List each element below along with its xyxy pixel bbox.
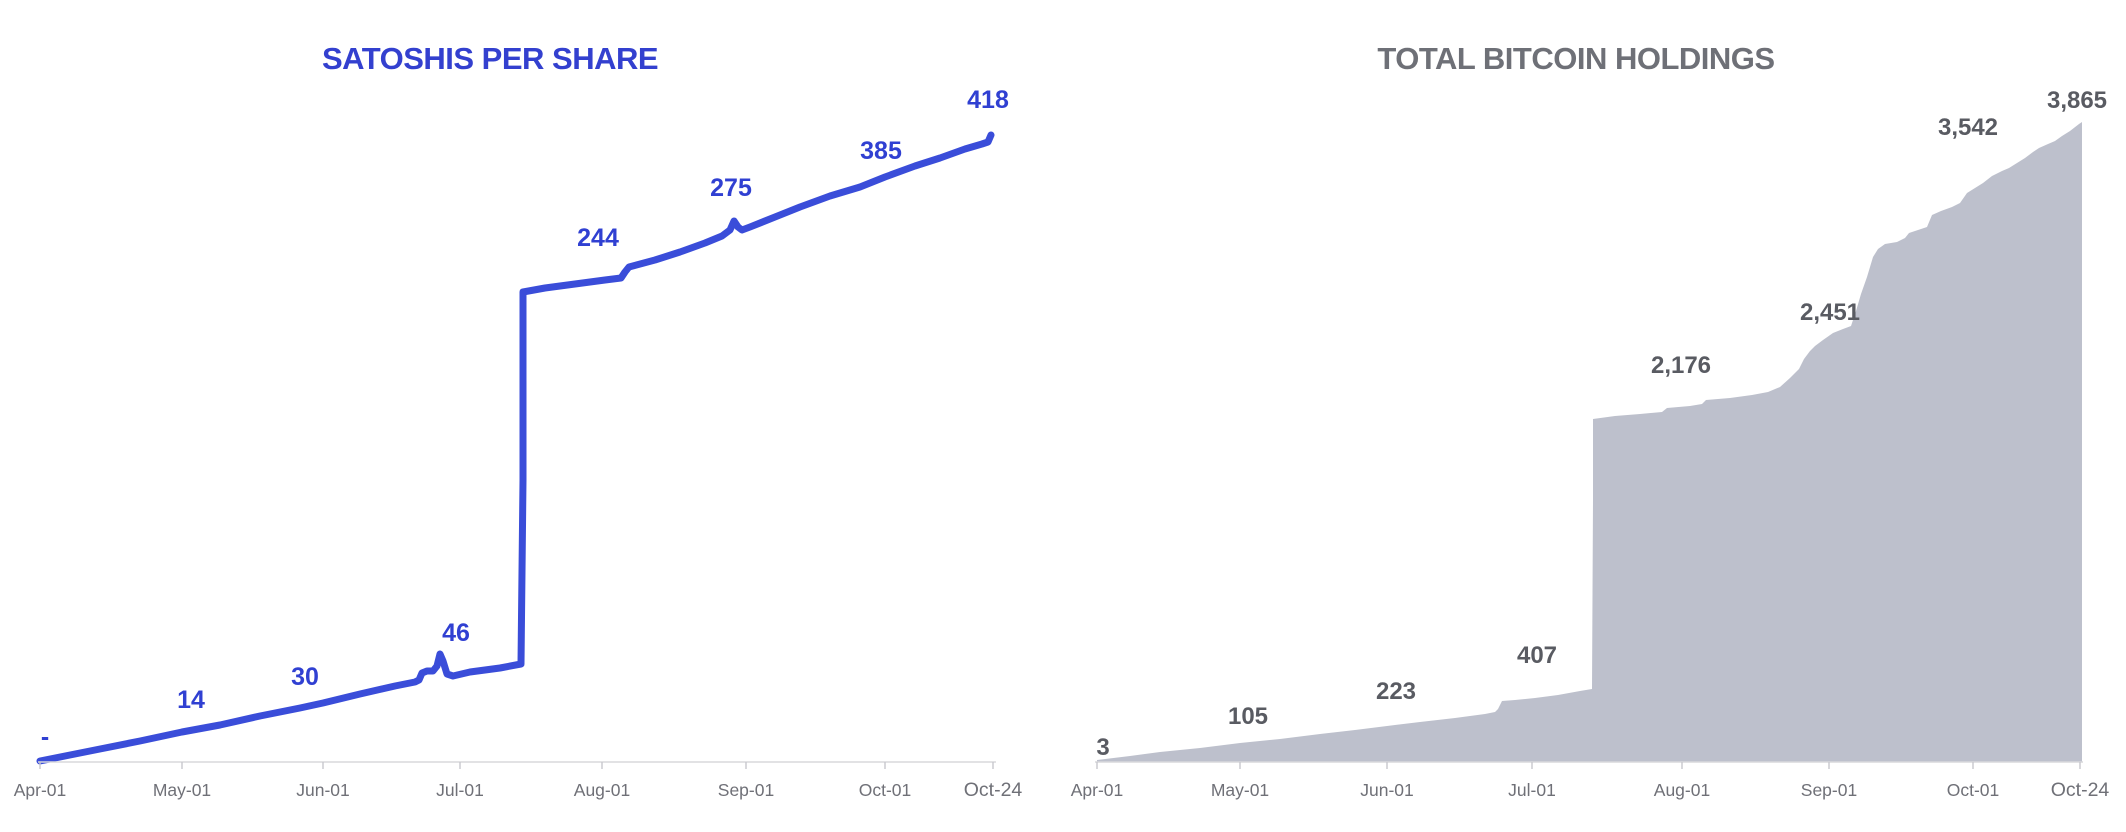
satoshis-per-share-x-tick-label: May-01	[153, 780, 211, 800]
satoshis-chart-title: SATOSHIS PER SHARE	[321, 41, 659, 76]
satoshis-per-share-data-label: 418	[967, 86, 1009, 114]
satoshis-per-share-data-label: 385	[860, 137, 902, 165]
satoshis-per-share-line-series	[36, 131, 995, 765]
satoshis-per-share-data-label: -	[41, 723, 49, 751]
total-bitcoin-holdings-x-tick-label: Jun-01	[1360, 780, 1414, 800]
total-bitcoin-holdings-x-tick-label: May-01	[1211, 780, 1269, 800]
holdings-chart-title: TOTAL BITCOIN HOLDINGS	[1377, 41, 1775, 76]
satoshis-per-share-x-tick-label: Apr-01	[14, 780, 67, 800]
total-bitcoin-holdings-data-label: 3,542	[1938, 114, 1998, 141]
total-bitcoin-holdings-data-label: 3,865	[2047, 87, 2107, 114]
satoshis-per-share-data-label: 46	[442, 619, 470, 647]
total-bitcoin-holdings-data-label: 2,451	[1800, 299, 1860, 326]
satoshis-per-share-data-label: 244	[577, 224, 619, 252]
total-bitcoin-holdings-x-tick-label: Oct-01	[1947, 780, 2000, 800]
total-bitcoin-holdings-data-label: 105	[1228, 703, 1268, 730]
total-bitcoin-holdings-x-tick-label: Aug-01	[1654, 780, 1710, 800]
total-bitcoin-holdings-x-tick-label: Sep-01	[1801, 780, 1857, 800]
satoshis-per-share-x-tick-label: Oct-24	[964, 779, 1023, 801]
satoshis-per-share-x-tick-label: Aug-01	[574, 780, 630, 800]
total-bitcoin-holdings-data-label: 2,176	[1651, 352, 1711, 379]
total-bitcoin-holdings-x-tick-label: Oct-24	[2051, 779, 2110, 801]
total-bitcoin-holdings-x-tick-label: Apr-01	[1071, 780, 1124, 800]
satoshis-per-share-x-tick-label: Jun-01	[296, 780, 350, 800]
satoshis-per-share-x-tick-label: Jul-01	[436, 780, 484, 800]
satoshis-per-share-data-label: 275	[710, 174, 752, 202]
satoshis-per-share-x-tick-label: Sep-01	[718, 780, 774, 800]
satoshis-per-share-x-tick-label: Oct-01	[859, 780, 912, 800]
total-bitcoin-holdings-area-shape	[1097, 122, 2082, 762]
satoshis-per-share-data-label: 14	[177, 686, 205, 714]
total-bitcoin-holdings-x-tick-label: Jul-01	[1508, 780, 1556, 800]
total-bitcoin-holdings-data-label: 223	[1376, 678, 1416, 705]
satoshis-per-share-data-label: 30	[291, 663, 319, 691]
total-bitcoin-holdings-data-label: 407	[1517, 642, 1557, 669]
total-bitcoin-holdings-data-label: 3	[1096, 734, 1109, 761]
